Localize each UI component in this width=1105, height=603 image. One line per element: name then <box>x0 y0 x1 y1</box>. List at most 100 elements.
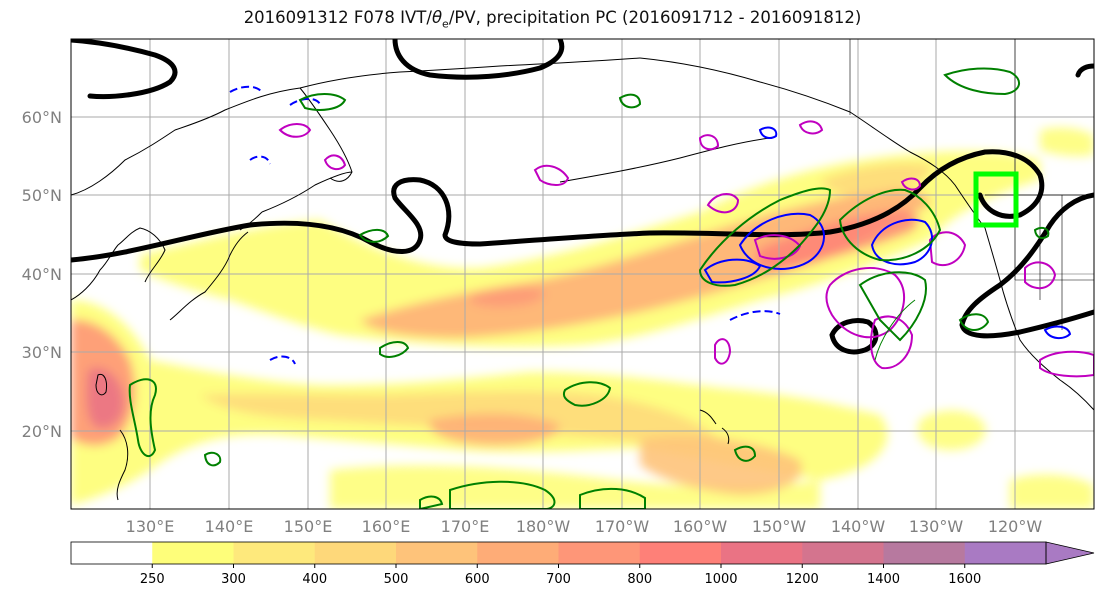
colorbar-extend-arrow <box>1045 541 1095 565</box>
canada-provinces <box>849 39 1016 195</box>
precip-contour <box>358 228 390 243</box>
colorbar-tick-label: 500 <box>384 572 409 587</box>
ivt-core-southern <box>640 436 802 495</box>
theta-e-north-contour <box>71 39 565 100</box>
coast-asia-mainland <box>71 57 641 196</box>
precip-contour <box>958 313 990 331</box>
ivt-patch-nw-coast <box>1040 127 1094 157</box>
colorbar-cell <box>396 542 478 564</box>
lon-label: 120°W <box>988 517 1043 536</box>
colorbar-tick-label: 800 <box>627 572 652 587</box>
ivt-core-gulf <box>820 163 931 196</box>
pv-contour <box>323 154 347 171</box>
pv-contour <box>900 177 922 191</box>
map-frame <box>70 38 1095 510</box>
precip-contour <box>838 188 942 262</box>
colorbar-ticks: 250 300 400 500 600 700 800 1000 1200 1400 1600 <box>140 564 981 587</box>
lon-label: 130°W <box>909 517 964 536</box>
colorbar-cell <box>558 542 641 564</box>
ivt-band-south <box>330 465 820 509</box>
colorbar-tick-label: 700 <box>546 572 571 587</box>
colorbar-cell <box>152 542 234 564</box>
ivt-core-subtropical <box>429 413 560 446</box>
pv-contour <box>278 123 312 138</box>
lat-label: 20°N <box>22 422 62 441</box>
colorbar-tick-label: 1200 <box>786 572 819 587</box>
lat-label: 40°N <box>22 265 62 284</box>
precip-contour <box>128 378 157 458</box>
lat-label: 30°N <box>22 343 62 362</box>
map-title: 2016091312 F078 IVT/θe/PV, precipitation… <box>243 8 862 31</box>
precip-contour <box>698 187 832 287</box>
colorbar-cells <box>71 542 1047 564</box>
lon-label: 160°E <box>362 517 411 536</box>
lon-label: 170°E <box>441 517 490 536</box>
pv-contour <box>1039 350 1094 378</box>
colorbar-cell <box>721 542 803 564</box>
theta-e-ne-contour <box>1075 63 1094 78</box>
ivt-core-northeast <box>756 210 919 271</box>
state-borders <box>1014 195 1094 330</box>
precip-contour <box>874 299 916 361</box>
pv-contour <box>533 164 570 186</box>
precip-contour <box>419 495 444 509</box>
coast-alaska <box>639 57 986 229</box>
pv-blue-dashed-contour <box>229 85 781 365</box>
lon-label: 160°W <box>673 517 728 536</box>
colorbar-cell <box>314 542 397 564</box>
precip-contour <box>298 93 347 111</box>
coast-philippines <box>116 429 129 501</box>
coast-aleutians <box>559 137 771 183</box>
pv-contour <box>1024 261 1057 290</box>
pv-contour <box>798 120 824 135</box>
lon-label: 130°E <box>126 517 175 536</box>
colorbar-tick-label: 400 <box>302 572 327 587</box>
lon-label: 150°W <box>752 517 807 536</box>
ivt-shading <box>71 127 1094 509</box>
coast-korea-china <box>71 227 166 301</box>
colorbar-tick-label: 300 <box>221 572 246 587</box>
colorbar-cell <box>233 542 316 564</box>
colorbar-tick-label: 1400 <box>867 572 900 587</box>
lon-label: 140°W <box>831 517 886 536</box>
colorbar-cell <box>639 542 722 564</box>
ivt-core-typhoon-inner <box>86 367 125 429</box>
colorbar-cell <box>883 542 966 564</box>
target-region-box <box>973 171 1019 228</box>
ivt-patch-se <box>1010 474 1094 509</box>
colorbar-tick-label: 250 <box>140 572 165 587</box>
colorbar-cell <box>802 542 884 564</box>
lon-label: 170°W <box>595 517 650 536</box>
pv-blue-contour <box>703 258 762 284</box>
lat-label: 60°N <box>22 108 62 127</box>
coast-north-america <box>984 227 1094 411</box>
lon-label: 140°E <box>205 517 254 536</box>
colorbar-tick-label: 600 <box>465 572 490 587</box>
lon-labels: 130°E 140°E 150°E 160°E 170°E 180°W 170°… <box>126 517 1043 536</box>
colorbar-cell <box>71 542 153 564</box>
precip-contour <box>1033 227 1050 239</box>
coast-hawaii <box>699 409 730 445</box>
precip-contour <box>562 381 612 407</box>
precip-contour <box>618 93 642 109</box>
lon-label: 180°W <box>516 517 571 536</box>
precip-contour <box>203 451 222 467</box>
precip-contour <box>943 67 1020 96</box>
ivt-core-180 <box>469 286 545 308</box>
pv-contour <box>928 231 967 267</box>
lat-label: 50°N <box>22 186 62 205</box>
theta-e-east-contour <box>959 192 1094 339</box>
precip-contour <box>579 487 646 509</box>
coast-kurils <box>261 171 353 213</box>
coast-taiwan <box>95 373 107 396</box>
lat-labels: 20°N 30°N 40°N 50°N 60°N <box>22 108 62 441</box>
precip-contour <box>733 445 757 462</box>
pv-blue-contour <box>738 212 825 270</box>
colorbar-cell <box>964 542 1047 564</box>
colorbar-tick-label: 1000 <box>704 572 737 587</box>
pv-contour <box>698 134 720 151</box>
colorbar-cell <box>477 542 559 564</box>
coast-kamchatka <box>299 87 353 182</box>
